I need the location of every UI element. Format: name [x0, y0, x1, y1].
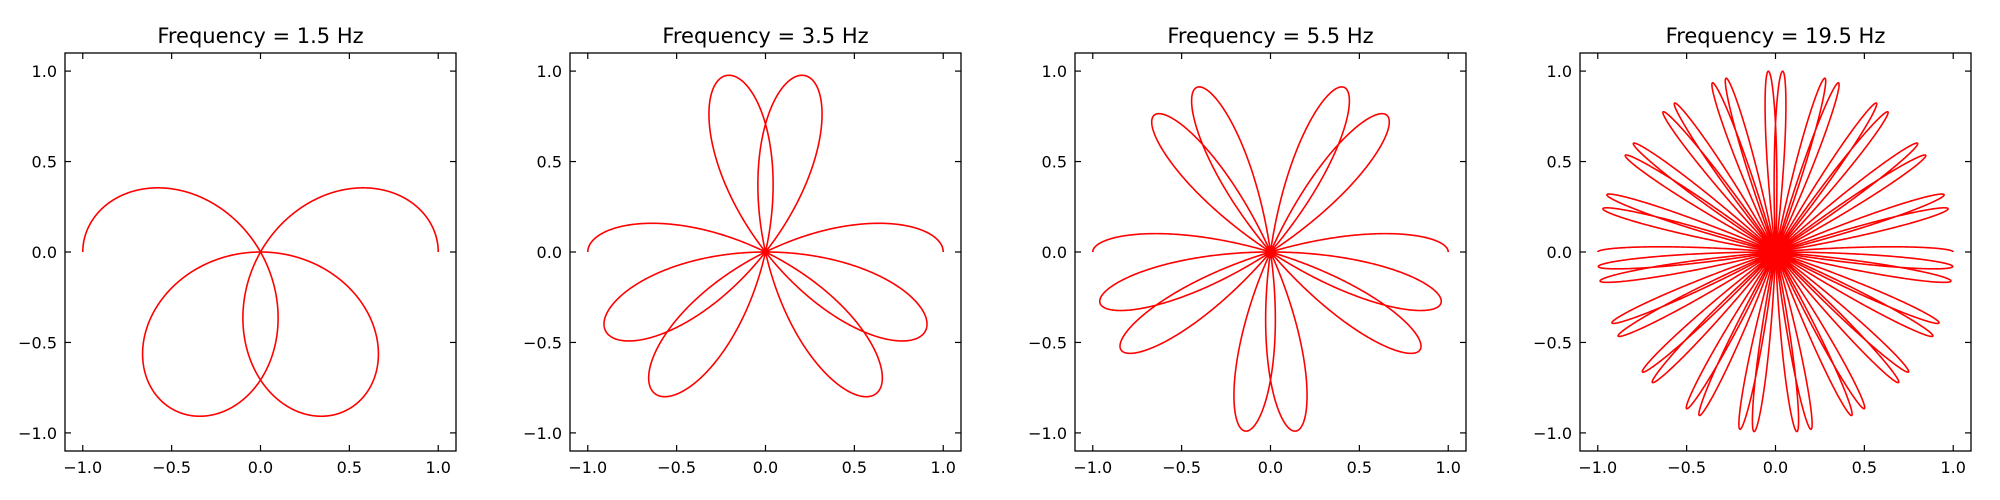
- y-tick-label: −0.5: [523, 333, 562, 352]
- y-tick-label: −0.5: [1028, 333, 1067, 352]
- y-tick-label: −0.5: [1533, 333, 1572, 352]
- x-tick-label: 1.0: [426, 458, 451, 477]
- x-tick-label: 1.0: [1941, 458, 1966, 477]
- x-tick-label: 0.0: [1258, 458, 1283, 477]
- x-tick-label: −1.0: [568, 458, 607, 477]
- subplot-4: Frequency = 19.5 Hz −1.0 −0.5 0.0 0.5 1.0 −1.0…: [1533, 24, 1972, 477]
- y-tick-label: −1.0: [1533, 424, 1572, 443]
- y-tick-label: 0.0: [1547, 243, 1572, 262]
- subplot-title: Frequency = 5.5 Hz: [1167, 24, 1373, 48]
- series-line: [1091, 86, 1450, 432]
- subplot-3: Frequency = 5.5 Hz −1.0 −0.5 0.0 0.5 1.0 −1.0 −…: [1028, 24, 1467, 477]
- x-tick-label: 0.5: [1347, 458, 1372, 477]
- x-tick-label: −0.5: [657, 458, 696, 477]
- subplot-title: Frequency = 19.5 Hz: [1666, 24, 1886, 48]
- subplot-2: Frequency = 3.5 Hz −1.0 −0.5 0.0 0.5 1.0 −1.0 −…: [523, 24, 962, 477]
- y-tick-label: 1.0: [1042, 62, 1067, 81]
- x-tick-label: −0.5: [1162, 458, 1201, 477]
- y-tick-label: 1.0: [1547, 62, 1572, 81]
- y-tick-label: 0.0: [32, 243, 57, 262]
- y-tick-label: 0.0: [537, 243, 562, 262]
- x-tick-label: −1.0: [1578, 458, 1617, 477]
- y-tick-label: 0.5: [1547, 153, 1572, 172]
- series-line: [586, 74, 945, 398]
- y-tick-label: 1.0: [32, 62, 57, 81]
- x-tick-label: −0.5: [1667, 458, 1706, 477]
- x-tick-label: 0.0: [248, 458, 273, 477]
- x-tick-label: 0.5: [337, 458, 362, 477]
- series-line: [1596, 70, 1955, 433]
- x-tick-label: 0.0: [1763, 458, 1788, 477]
- y-tick-label: −1.0: [18, 424, 57, 443]
- x-tick-label: −1.0: [1073, 458, 1112, 477]
- y-tick-label: 0.5: [1042, 153, 1067, 172]
- y-tick-label: −1.0: [523, 424, 562, 443]
- subplot-title: Frequency = 3.5 Hz: [662, 24, 868, 48]
- y-tick-label: 1.0: [537, 62, 562, 81]
- subplot-title: Frequency = 1.5 Hz: [157, 24, 363, 48]
- y-tick-label: 0.5: [32, 153, 57, 172]
- x-tick-label: 0.0: [753, 458, 778, 477]
- y-tick-label: 0.0: [1042, 243, 1067, 262]
- x-tick-label: 1.0: [931, 458, 956, 477]
- y-tick-label: −1.0: [1028, 424, 1067, 443]
- subplot-1: Frequency = 1.5 Hz −1.0 −0.5 0.0 0.5 1.0 −1.0 −…: [18, 24, 457, 477]
- y-tick-label: −0.5: [18, 333, 57, 352]
- x-tick-label: 1.0: [1436, 458, 1461, 477]
- x-tick-label: 0.5: [842, 458, 867, 477]
- y-tick-label: 0.5: [537, 153, 562, 172]
- series-line: [81, 187, 440, 418]
- x-tick-label: −1.0: [63, 458, 102, 477]
- x-tick-label: −0.5: [152, 458, 191, 477]
- x-tick-label: 0.5: [1852, 458, 1877, 477]
